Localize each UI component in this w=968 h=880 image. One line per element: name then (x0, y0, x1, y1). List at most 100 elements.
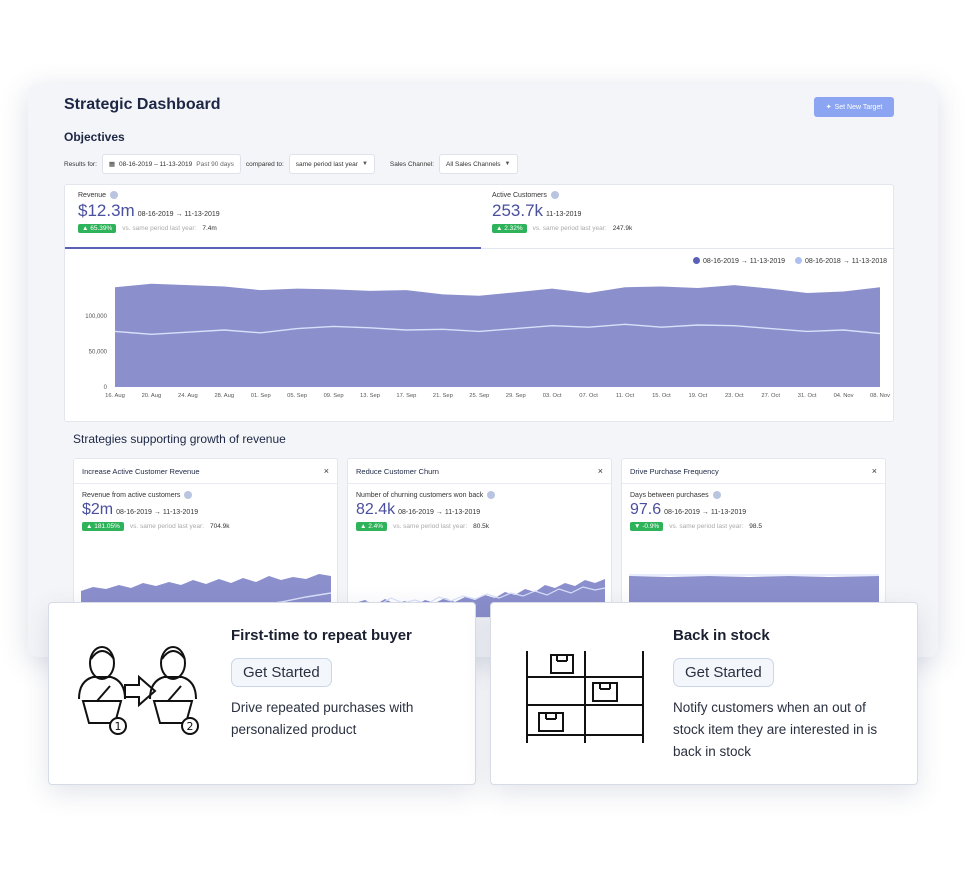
metric-value: 97.6 (630, 501, 662, 518)
strategy-card[interactable]: Increase Active Customer Revenue × Revenu… (73, 458, 338, 618)
vs-label: vs. same period last year: (129, 523, 204, 530)
sparkline-previous (355, 586, 605, 608)
legend-item-previous[interactable]: 08-16-2018 → 11-13-2018 (795, 257, 887, 265)
x-tick-label: 23. Oct (725, 393, 744, 399)
metric-range: 08-16-2019 → 11-13-2019 (398, 509, 481, 516)
x-tick-label: 01. Sep (251, 393, 271, 399)
info-icon[interactable] (712, 491, 721, 499)
info-icon[interactable] (110, 191, 119, 199)
change-badge: ▼ -0.9% (630, 522, 664, 531)
metric-range: 08-16-2019 → 11-13-2019 (664, 509, 747, 516)
prev-value: 80.5k (473, 523, 490, 530)
x-tick-label: 31. Oct (798, 393, 817, 399)
tab-divider (481, 248, 895, 249)
sales-channel-label: Sales Channel: (389, 160, 434, 168)
legend-dot (795, 257, 803, 264)
legend-dot (693, 257, 701, 264)
vs-label: vs. same period last year: (122, 225, 197, 232)
kpi-value: 253.7k (492, 201, 544, 220)
x-tick-label: 28. Aug (214, 393, 234, 399)
x-tick-label: 04. Nov (834, 393, 854, 399)
strategies-heading: Strategies supporting growth of revenue (73, 432, 286, 446)
close-icon[interactable]: × (871, 466, 877, 476)
promo-title: First-time to repeat buyer (231, 627, 412, 644)
set-new-target-button[interactable]: ✦ Set New Target (814, 97, 894, 117)
change-badge: ▲ 181.05% (82, 522, 124, 531)
y-tick-label: 100,000 (85, 314, 107, 320)
x-tick-label: 25. Sep (469, 393, 489, 399)
chevron-down-icon: ▼ (504, 161, 511, 167)
strategy-card[interactable]: Reduce Customer Churn × Number of churnin… (347, 458, 612, 618)
x-tick-label: 08. Nov (870, 393, 890, 399)
legend-item-current[interactable]: 08-16-2019 → 11-13-2019 (693, 257, 785, 265)
get-started-button[interactable]: Get Started (673, 658, 774, 687)
set-new-target-label: Set New Target (834, 103, 883, 111)
x-tick-label: 20. Aug (142, 393, 162, 399)
strategic-dashboard: Strategic Dashboard ✦ Set New Target Obj… (28, 84, 938, 657)
x-tick-label: 27. Oct (761, 393, 780, 399)
svg-text:2: 2 (187, 720, 194, 733)
objectives-heading: Objectives (64, 130, 125, 144)
vs-label: vs. same period last year: (669, 523, 744, 530)
strategy-title: Reduce Customer Churn (356, 466, 439, 476)
strategy-title: Drive Purchase Frequency (630, 466, 719, 476)
promo-title: Back in stock (673, 627, 770, 644)
sales-channel-select[interactable]: All Sales Channels ▼ (438, 154, 518, 174)
x-tick-label: 16. Aug (105, 393, 125, 399)
x-tick-label: 29. Sep (506, 393, 526, 399)
info-icon[interactable] (550, 191, 559, 199)
compared-to-select[interactable]: same period last year ▼ (288, 154, 375, 174)
promo-card-repeat-buyer[interactable]: 1 2 First-time to repeat buyer Get Start… (48, 602, 476, 785)
legend-label: 08-16-2019 → 11-13-2019 (703, 258, 786, 265)
x-tick-label: 15. Oct (652, 393, 671, 399)
date-range-picker[interactable]: ▦ 08-16-2019 – 11-13-2019 Past 90 days (101, 154, 241, 174)
revenue-area-chart[interactable]: 0 50,000 100,000 16. Aug 20. Aug 24. Aug 28. A… (65, 269, 895, 419)
metric-value: 82.4k (356, 501, 396, 518)
series-line-previous (114, 323, 881, 335)
promo-description: Drive repeated purchases with personaliz… (231, 700, 414, 737)
results-for-label: Results for: (64, 160, 97, 168)
kpi-range: 11-13-2019 (546, 211, 582, 218)
buyer-repeat-icon: 1 2 (78, 646, 199, 735)
metric-label: Days between purchases (630, 491, 709, 499)
info-icon[interactable] (184, 491, 193, 499)
kpi-active-customers[interactable]: Active Customers 253.7k 11-13-2019 ▲ 2.32… (492, 191, 632, 233)
promo-card-back-in-stock[interactable]: Back in stock Get Started Notify custome… (490, 602, 918, 785)
kpi-label: Revenue (78, 191, 107, 199)
x-tick-label: 17. Sep (396, 393, 416, 399)
strategy-title: Increase Active Customer Revenue (82, 466, 200, 476)
change-badge: ▲ 2.4% (356, 522, 388, 531)
chart-legend: 08-16-2019 → 11-13-2019 08-16-2018 → 11-… (693, 257, 887, 265)
prev-value: 98.5 (749, 523, 762, 530)
metric-label: Number of churning customers won back (356, 491, 484, 499)
x-tick-label: 21. Sep (433, 393, 453, 399)
compared-to-label: compared to: (245, 160, 284, 168)
x-tick-label: 24. Aug (178, 393, 198, 399)
page-title: Strategic Dashboard (64, 96, 221, 113)
info-icon[interactable] (487, 491, 496, 499)
get-started-button[interactable]: Get Started (231, 658, 332, 687)
prev-value: 247.9k (612, 225, 633, 232)
kpi-value: $12.3m (78, 201, 135, 220)
y-tick-label: 0 (104, 385, 108, 391)
kpi-revenue[interactable]: Revenue $12.3m 08-16-2019 → 11-13-2019 ▲ … (78, 191, 220, 233)
change-badge: ▲ 2.32% (492, 224, 527, 233)
calendar-icon: ▦ (108, 161, 116, 168)
sparkle-icon: ✦ (825, 104, 832, 111)
strategy-card[interactable]: Drive Purchase Frequency × Days between p… (621, 458, 886, 618)
kpi-label: Active Customers (492, 191, 547, 199)
close-icon[interactable]: × (597, 466, 603, 476)
vs-label: vs. same period last year: (393, 523, 468, 530)
svg-text:1: 1 (115, 720, 122, 733)
date-range-value: 08-16-2019 – 11-13-2019 (119, 160, 193, 168)
metric-value: $2m (82, 501, 114, 518)
close-icon[interactable]: × (323, 466, 329, 476)
x-tick-label: 11. Oct (616, 393, 635, 399)
filter-bar: Results for: ▦ 08-16-2019 – 11-13-2019 P… (64, 154, 518, 174)
metric-label: Revenue from active customers (82, 491, 181, 499)
series-area-current (115, 283, 880, 387)
change-badge: ▲ 65.39% (78, 224, 117, 233)
metric-range: 08-16-2019 → 11-13-2019 (116, 509, 199, 516)
x-tick-label: 03. Oct (543, 393, 562, 399)
prev-value: 704.9k (209, 523, 230, 530)
